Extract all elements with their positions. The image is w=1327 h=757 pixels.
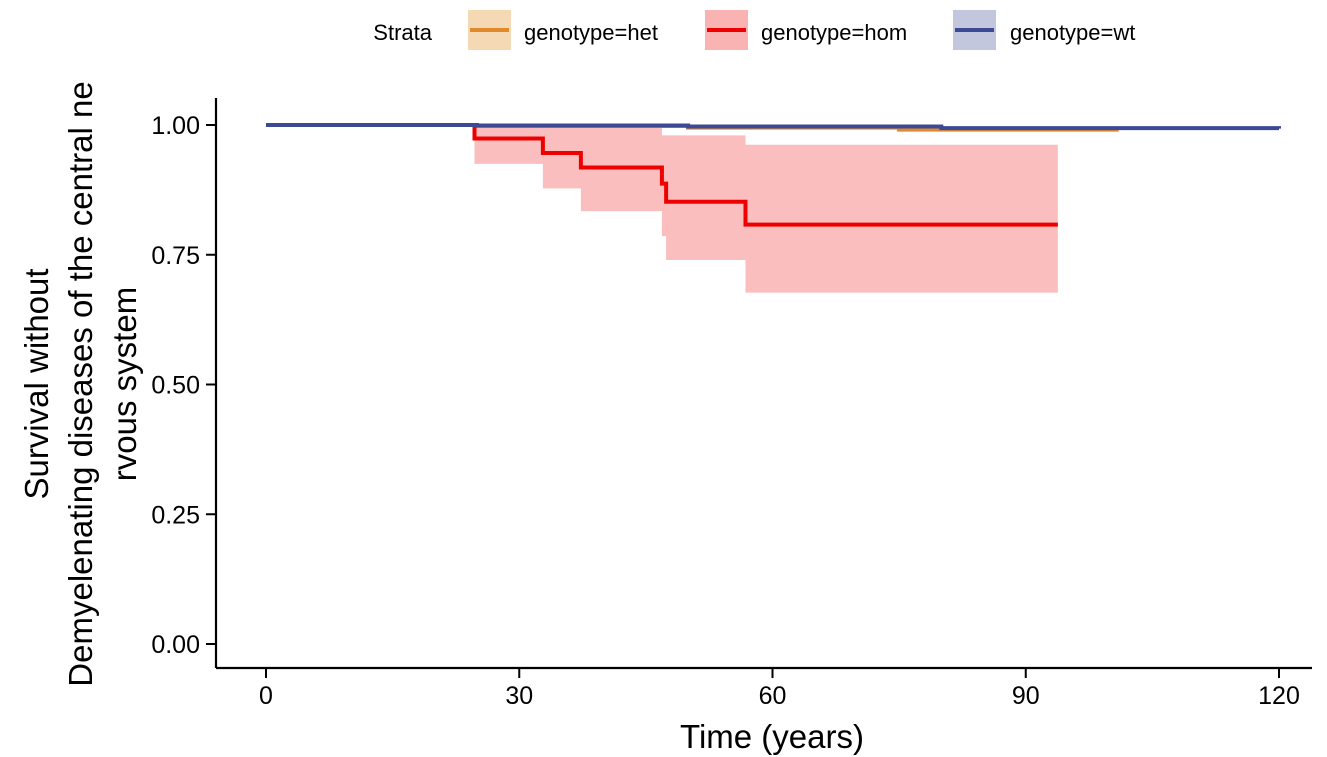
y-tick-label: 1.00 (151, 112, 200, 140)
x-tick-label: 30 (505, 682, 533, 710)
legend-entry-label: genotype=hom (761, 20, 907, 45)
y-tick-label: 0.25 (151, 501, 200, 529)
survival-curves (266, 123, 1281, 227)
x-tick-label: 60 (759, 682, 787, 710)
axes (214, 98, 1312, 670)
legend-title: Strata (373, 20, 432, 45)
y-tick-label: 0.00 (151, 631, 200, 659)
y-axis-label-line: rvous system (106, 287, 143, 481)
y-axis-label: Survival without Demyelenating diseases o… (18, 81, 143, 686)
x-axis-label: Time (years) (680, 718, 864, 755)
x-tick-label: 90 (1012, 682, 1040, 710)
x-ticks: 0 30 60 90 120 (259, 668, 1300, 710)
legend-entry-label: genotype=het (524, 20, 658, 45)
curve-genotype-wt (266, 123, 1281, 131)
ci-band-genotype-hom (266, 125, 1058, 293)
confidence-bands (266, 125, 1279, 293)
legend: Strata genotype=het genotype=hom genotype=… (373, 10, 1135, 50)
legend-entry-label: genotype=wt (1010, 20, 1135, 45)
curve-genotype-hom (266, 123, 1058, 227)
y-ticks: 0.00 0.25 0.50 0.75 1.00 (151, 112, 216, 659)
y-tick-label: 0.50 (151, 372, 200, 400)
x-tick-label: 0 (259, 682, 273, 710)
x-tick-label: 120 (1258, 682, 1300, 710)
y-tick-label: 0.75 (151, 242, 200, 270)
y-axis-label-line: Demyelenating diseases of the central ne (62, 81, 99, 686)
y-axis-label-line: Survival without (18, 268, 55, 499)
